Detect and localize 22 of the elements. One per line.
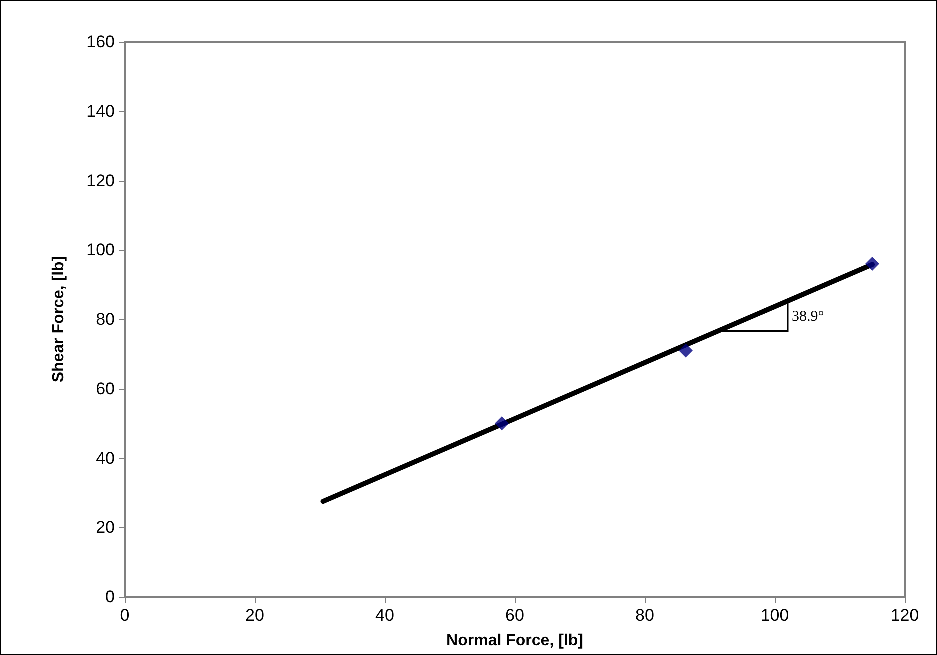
y-axis-title: Shear Force, [lb] (50, 256, 68, 383)
point (678, 344, 693, 358)
point (866, 257, 880, 271)
x-tick-label: 20 (246, 606, 264, 625)
point (495, 416, 509, 431)
y-tick-label: 80 (96, 310, 115, 329)
x-tick-label: 120 (890, 606, 920, 625)
x-tick-label: 40 (376, 606, 394, 625)
y-tick-label: 20 (96, 518, 115, 538)
y-tick-label: 140 (86, 102, 115, 121)
y-tick-label: 100 (86, 240, 115, 260)
x-tick-label: 0 (120, 606, 130, 625)
x-tick-label: 60 (506, 606, 524, 625)
x-axis-title: Normal Force, [lb] (446, 632, 584, 650)
y-tick-label: 60 (96, 379, 115, 398)
y-tick-label: 120 (86, 171, 115, 190)
y-tick-label: 40 (96, 448, 115, 468)
x-tick-label: 100 (760, 606, 790, 625)
x-tick-label: 80 (636, 606, 654, 625)
y-tick-label: 0 (106, 588, 115, 606)
y-tick-label: 160 (86, 32, 115, 52)
annotation: 38.9° (792, 309, 824, 326)
